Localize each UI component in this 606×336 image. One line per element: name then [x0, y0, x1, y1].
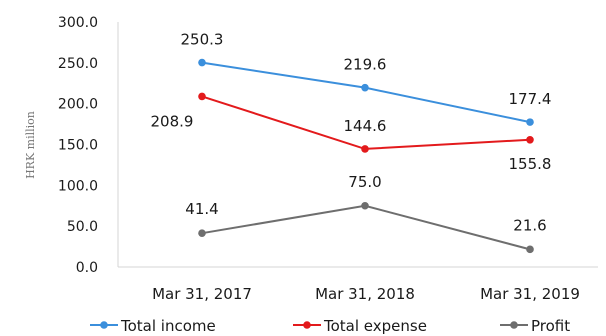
y-tick-label: 300.0: [58, 15, 98, 31]
data-labels: 250.3 219.6 177.4 208.9 144.6 155.8 41.4 75.0 21…: [151, 31, 552, 235]
data-label: 208.9: [151, 112, 194, 130]
data-point: [526, 118, 534, 126]
y-axis-title: HRK million: [24, 111, 37, 179]
data-label: 75.0: [348, 173, 381, 191]
data-label: 144.6: [344, 117, 387, 135]
legend-label: Total income: [120, 317, 216, 335]
series-line-2: [201, 204, 531, 251]
y-tick-label: 200.0: [58, 97, 98, 113]
axes: 0.0 50.0 100.0 150.0 200.0 250.0 300.0 Mar 31, …: [58, 15, 598, 303]
y-tick-label: 50.0: [67, 219, 98, 235]
data-point: [198, 58, 206, 67]
x-tick-label: Mar 31, 2019: [480, 285, 580, 303]
legend-swatch-marker: [303, 321, 311, 329]
y-tick-label: 250.0: [58, 56, 98, 72]
data-point: [198, 229, 206, 237]
x-tick-label: Mar 31, 2018: [315, 285, 415, 303]
data-point: [526, 135, 534, 144]
legend-label: Total expense: [323, 317, 427, 335]
data-label: 250.3: [181, 31, 224, 49]
y-tick-label: 150.0: [58, 138, 98, 154]
data-point: [526, 245, 534, 254]
legend-swatch-marker: [100, 321, 108, 329]
data-point: [361, 201, 369, 210]
data-label: 219.6: [344, 56, 387, 74]
legend-label: Profit: [531, 317, 570, 335]
x-tick-label: Mar 31, 2017: [152, 285, 252, 303]
data-point: [361, 145, 369, 153]
data-point: [361, 83, 369, 92]
y-tick-label: 0.0: [76, 260, 98, 276]
data-label: 21.6: [513, 216, 546, 234]
data-point: [198, 92, 206, 101]
data-label: 41.4: [185, 200, 218, 218]
legend-swatch-marker: [510, 321, 518, 329]
data-label: 177.4: [509, 90, 552, 108]
series-lines: [198, 58, 534, 254]
y-tick-label: 100.0: [58, 178, 98, 194]
data-label: 155.8: [509, 155, 552, 173]
legend: Total income Total expense Profit: [90, 317, 570, 335]
